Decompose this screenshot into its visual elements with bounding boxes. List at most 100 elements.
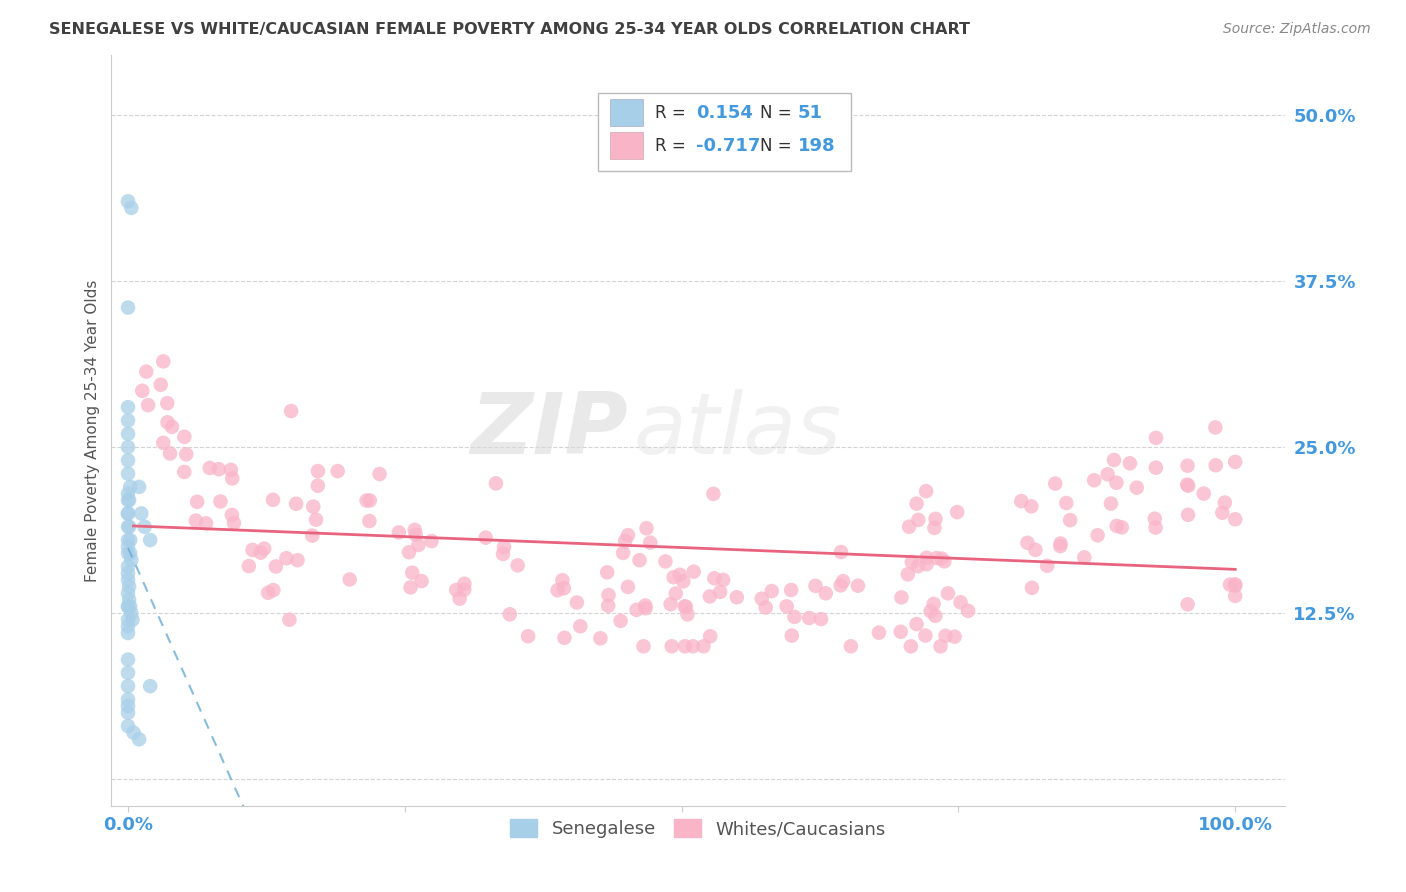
Point bbox=[682, 565, 704, 579]
Point bbox=[598, 588, 620, 602]
Point bbox=[703, 571, 725, 585]
Point bbox=[117, 540, 139, 554]
Point bbox=[405, 527, 427, 541]
Point bbox=[120, 546, 142, 560]
Text: ZIP: ZIP bbox=[470, 389, 628, 472]
Point bbox=[598, 599, 620, 613]
Point bbox=[1144, 431, 1167, 445]
Point bbox=[1225, 455, 1247, 469]
Point bbox=[626, 603, 648, 617]
Point bbox=[209, 494, 232, 508]
Point bbox=[485, 476, 508, 491]
Point bbox=[117, 559, 139, 574]
Point bbox=[492, 547, 515, 561]
Point bbox=[128, 480, 150, 494]
Point bbox=[1059, 513, 1081, 527]
Point bbox=[915, 484, 938, 499]
Point bbox=[1097, 467, 1119, 482]
Point bbox=[676, 607, 699, 622]
Point bbox=[668, 567, 690, 582]
Point bbox=[388, 525, 411, 540]
Point bbox=[929, 640, 952, 654]
Point bbox=[1017, 536, 1039, 550]
Point bbox=[1087, 528, 1109, 542]
Point bbox=[617, 528, 640, 542]
Point bbox=[934, 629, 956, 643]
Point bbox=[1021, 581, 1043, 595]
Point bbox=[1119, 456, 1142, 470]
Point bbox=[957, 604, 980, 618]
Point bbox=[120, 533, 142, 547]
FancyBboxPatch shape bbox=[599, 93, 851, 171]
Point bbox=[830, 578, 852, 592]
Point bbox=[280, 404, 302, 418]
Point bbox=[152, 436, 174, 450]
Point bbox=[401, 566, 423, 580]
Point bbox=[810, 612, 832, 626]
Point bbox=[617, 580, 640, 594]
Point bbox=[711, 573, 734, 587]
Point bbox=[326, 464, 349, 478]
Point bbox=[117, 440, 139, 454]
Point bbox=[449, 591, 471, 606]
Point bbox=[725, 591, 748, 605]
Point bbox=[356, 493, 378, 508]
Point bbox=[117, 566, 139, 581]
Point bbox=[949, 595, 972, 609]
Point bbox=[922, 597, 945, 611]
Point bbox=[287, 553, 309, 567]
Point bbox=[1144, 520, 1167, 534]
Point bbox=[117, 493, 139, 508]
Point bbox=[1073, 550, 1095, 565]
Point bbox=[1049, 539, 1071, 553]
Point bbox=[264, 559, 287, 574]
Point bbox=[1177, 508, 1199, 522]
Point bbox=[118, 580, 141, 594]
Point bbox=[799, 611, 821, 625]
Point bbox=[925, 551, 948, 566]
Point bbox=[118, 520, 141, 534]
Point bbox=[636, 521, 658, 535]
Point bbox=[780, 629, 803, 643]
Point bbox=[920, 604, 942, 618]
Point bbox=[1177, 458, 1199, 473]
Point bbox=[139, 679, 162, 693]
Point bbox=[868, 625, 890, 640]
Text: R =: R = bbox=[655, 137, 686, 155]
Point bbox=[569, 619, 592, 633]
Point bbox=[775, 599, 797, 614]
Point bbox=[276, 551, 298, 566]
Point bbox=[661, 640, 683, 654]
Point bbox=[943, 630, 966, 644]
Point bbox=[1205, 458, 1227, 473]
Point bbox=[1204, 420, 1226, 434]
Point bbox=[751, 591, 773, 606]
Point bbox=[453, 582, 475, 597]
Point bbox=[1225, 579, 1247, 593]
Bar bbox=[610, 99, 643, 127]
Point bbox=[1045, 476, 1067, 491]
Point bbox=[640, 535, 662, 549]
Text: N =: N = bbox=[761, 137, 792, 155]
Point bbox=[804, 579, 827, 593]
Point bbox=[551, 574, 574, 588]
Point bbox=[672, 574, 695, 589]
Point bbox=[359, 514, 381, 528]
Point bbox=[117, 626, 139, 640]
Point bbox=[117, 400, 139, 414]
Point bbox=[898, 519, 921, 533]
Point bbox=[1177, 597, 1199, 611]
Point bbox=[699, 629, 721, 643]
Point bbox=[222, 516, 245, 530]
Point bbox=[117, 619, 139, 633]
Point bbox=[890, 591, 912, 605]
Point bbox=[517, 629, 540, 643]
Point bbox=[780, 582, 803, 597]
Point bbox=[117, 706, 139, 720]
Point bbox=[506, 558, 529, 573]
Point bbox=[156, 396, 179, 410]
Point bbox=[257, 586, 280, 600]
Point bbox=[936, 586, 959, 600]
Point bbox=[905, 617, 928, 632]
Point bbox=[420, 534, 443, 549]
